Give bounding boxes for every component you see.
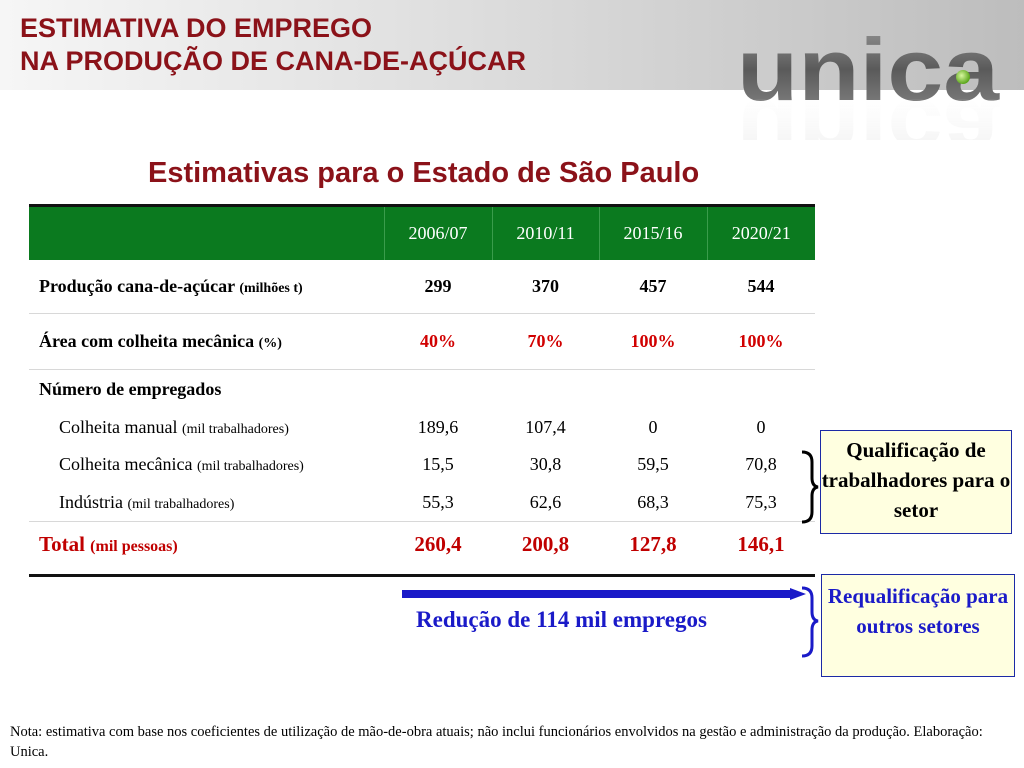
table-cell: 55,3 bbox=[422, 491, 454, 512]
table-cell: 100% bbox=[630, 331, 676, 351]
table-cell: 457 bbox=[639, 275, 667, 296]
table-row-manual: Colheita manual (mil trabalhadores) 189,… bbox=[29, 410, 815, 446]
table-cell: 0 bbox=[756, 417, 766, 437]
row-label: Total (mil pessoas) bbox=[39, 532, 178, 556]
row-label: Colheita mecânica (mil trabalhadores) bbox=[59, 454, 304, 474]
table-row-total: Total (mil pessoas) 260,4 200,8 127,8 14… bbox=[29, 522, 815, 576]
header-col-2: 2010/11 bbox=[491, 205, 599, 260]
table-cell: 68,3 bbox=[637, 491, 669, 512]
table-cell: 299 bbox=[424, 275, 452, 296]
table-cell: 62,6 bbox=[529, 491, 562, 512]
reduction-label: Redução de 114 mil empregos bbox=[416, 607, 707, 632]
table-cell: 544 bbox=[747, 275, 775, 296]
arrow-head-icon bbox=[790, 588, 806, 600]
employment-table-wrapper: 2006/07 2010/11 2015/16 2020/21 Produção… bbox=[29, 204, 815, 577]
header-col-1: 2006/07 bbox=[383, 205, 492, 260]
row-label: Área com colheita mecânica (%) bbox=[39, 331, 282, 351]
header-col-4: 2020/21 bbox=[706, 205, 815, 260]
table-row-mechanical: Colheita mecânica (mil trabalhadores) 15… bbox=[29, 446, 815, 484]
table-cell: 127,8 bbox=[629, 532, 677, 556]
table-cell: 189,6 bbox=[417, 417, 459, 437]
employment-table: 2006/07 2010/11 2015/16 2020/21 Produção… bbox=[29, 204, 815, 577]
table-row-production: Produção cana-de-açúcar (milhões t) 299 … bbox=[29, 260, 815, 314]
table-cell: 200,8 bbox=[521, 532, 570, 556]
table-cell: 59,5 bbox=[637, 454, 669, 474]
header-col-3: 2015/16 bbox=[598, 205, 707, 260]
table-subtitle: Estimativas para o Estado de São Paulo bbox=[148, 157, 700, 189]
table-cell: 30,8 bbox=[529, 454, 562, 474]
row-label: Indústria (mil trabalhadores) bbox=[59, 491, 235, 512]
table-cell: 260,4 bbox=[414, 532, 462, 556]
table-row-employees-header: Número de empregados bbox=[29, 370, 815, 410]
title-line-1: ESTIMATIVA DO EMPREGO bbox=[20, 13, 373, 43]
footnote: Nota: estimativa com base nos coeficient… bbox=[10, 724, 983, 760]
table-cell: 0 bbox=[648, 417, 658, 437]
requalification-callout: Requalificação para outros setores bbox=[821, 574, 1015, 677]
table-cell: 107,4 bbox=[525, 417, 566, 437]
table-cell: 100% bbox=[738, 331, 784, 351]
table-header-row: 2006/07 2010/11 2015/16 2020/21 bbox=[29, 205, 815, 260]
page-title: ESTIMATIVA DO EMPREGO NA PRODUÇÃO DE CAN… bbox=[20, 12, 526, 78]
svg-text:unica: unica bbox=[737, 30, 1000, 119]
table-cell: 40% bbox=[420, 331, 456, 351]
table-cell: 370 bbox=[532, 275, 559, 296]
table-row-industry: Indústria (mil trabalhadores) 55,3 62,6 … bbox=[29, 484, 815, 522]
row-label: Número de empregados bbox=[39, 379, 222, 400]
svg-text:unica: unica bbox=[737, 81, 1000, 140]
table-cell: 70% bbox=[527, 331, 564, 351]
qualification-callout: Qualificação de trabalhadores para o set… bbox=[820, 430, 1012, 534]
logo-green-dot bbox=[956, 70, 970, 84]
table-cell: 15,5 bbox=[422, 454, 454, 474]
table-cell: 75,3 bbox=[745, 491, 777, 512]
header-band bbox=[0, 0, 1024, 90]
row-label: Colheita manual (mil trabalhadores) bbox=[59, 417, 289, 437]
table-row-area: Área com colheita mecânica (%) 40% 70% 1… bbox=[29, 314, 815, 370]
bracket-requalification-icon bbox=[801, 586, 819, 658]
table-cell: 146,1 bbox=[737, 532, 785, 556]
row-label: Produção cana-de-açúcar (milhões t) bbox=[39, 275, 303, 296]
bracket-qualification-icon bbox=[801, 450, 819, 524]
unica-logo: unica unica bbox=[737, 30, 1000, 140]
table-cell: 70,8 bbox=[745, 454, 777, 474]
title-line-2: NA PRODUÇÃO DE CANA-DE-AÇÚCAR bbox=[20, 46, 526, 76]
